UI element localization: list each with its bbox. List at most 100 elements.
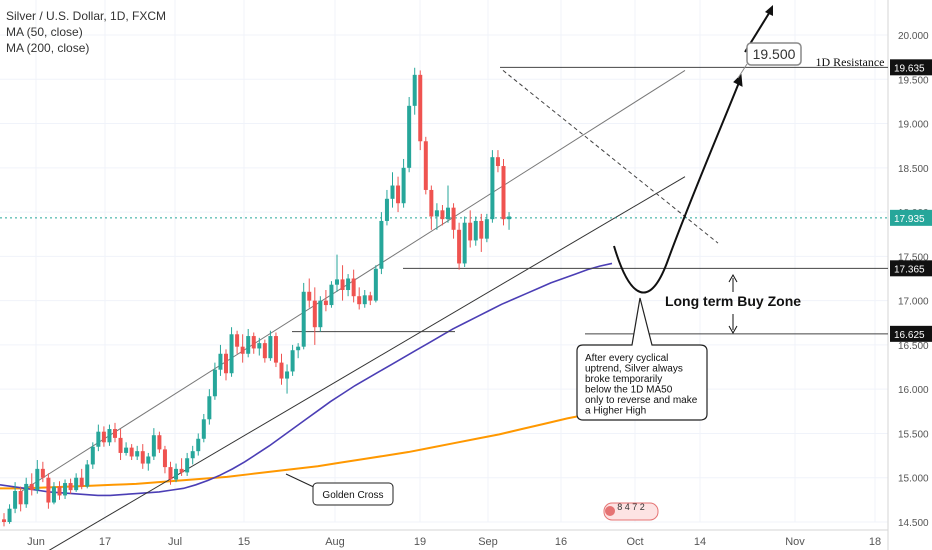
candle-body [63, 483, 68, 496]
golden-cross-box [312, 482, 394, 506]
candle-body [235, 334, 240, 347]
logo-text: 8 4 7 2 [617, 502, 645, 512]
y-tick-label: 16.000 [898, 385, 929, 396]
candle-body [451, 207, 456, 230]
candle-body [495, 157, 500, 167]
candle-body [107, 429, 112, 443]
candle-body [196, 438, 201, 452]
price-tag-label: 17.365 [894, 264, 925, 275]
candle-body [18, 491, 23, 505]
ma200-line [0, 412, 591, 490]
candle-body [479, 220, 484, 239]
candle-body [412, 74, 417, 106]
x-tick-label: Sep [478, 536, 498, 548]
y-tick-label: 17.000 [898, 297, 929, 308]
x-tick-label: 17 [99, 536, 111, 548]
candle-body [340, 279, 345, 291]
candle-body [174, 468, 179, 480]
buy-zone-arrowhead-down [728, 325, 738, 335]
y-tick-label: 14.500 [898, 518, 929, 529]
x-tick-label: Oct [626, 536, 643, 548]
candle-body [279, 362, 284, 379]
candle-body [473, 220, 478, 241]
candle-body [179, 468, 184, 473]
target-box-pointer [737, 63, 748, 79]
chart-legend: Silver / U.S. Dollar, 1D, FXCM MA (50, c… [6, 8, 166, 56]
candle-body [185, 458, 190, 473]
candle-body [2, 519, 6, 522]
candle-body [373, 268, 378, 301]
candle-body [323, 300, 328, 306]
note-text-line: below the 1D MA50 [585, 385, 673, 396]
price-tag [890, 325, 932, 342]
candle-body [423, 141, 428, 190]
candle-body [146, 456, 151, 464]
ma50-line [0, 262, 613, 497]
projection-arrowhead [733, 73, 743, 87]
candle-body [151, 435, 156, 457]
candle-body [68, 483, 73, 491]
projection-curve [613, 79, 741, 294]
resistance-label: 1D Resistance [816, 55, 885, 69]
y-tick-label: 19.500 [898, 75, 929, 86]
candle-body [229, 334, 234, 374]
candle-body [35, 468, 40, 491]
x-tick-label: 16 [555, 536, 567, 548]
dashed-trendline [502, 70, 719, 244]
candle-body [157, 435, 162, 450]
candle-body [312, 300, 317, 328]
candle-body [362, 295, 367, 305]
candle-body [57, 486, 62, 496]
candle-body [468, 222, 473, 241]
note-text-line: a Higher High [585, 406, 646, 417]
candle-body [96, 431, 101, 447]
x-tick-label: 18 [869, 536, 881, 548]
candle-body [257, 343, 262, 349]
candle-body [251, 336, 256, 349]
candle-body [462, 222, 467, 264]
candle-body [296, 346, 301, 351]
candle-body [446, 207, 450, 220]
candle-body [79, 477, 84, 487]
candle-body [368, 295, 373, 301]
candle-body [190, 451, 195, 459]
candle-body [29, 483, 34, 491]
target-box-label: 19.500 [753, 46, 796, 62]
candle-body [301, 291, 306, 347]
logo-badge [603, 502, 659, 521]
candle-body [46, 477, 51, 503]
x-tick-label: 19 [414, 536, 426, 548]
candle-body [390, 185, 395, 199]
candle-body [384, 198, 389, 221]
candle-body [507, 216, 512, 220]
y-tick-label: 17.500 [898, 252, 929, 263]
x-tick-label: Aug [325, 536, 345, 548]
note-text-line: broke temporarily [585, 374, 662, 385]
buy-zone-arrowhead-up [728, 273, 738, 283]
candle-body [162, 449, 167, 468]
y-tick-label: 19.000 [898, 120, 929, 131]
candle-body [135, 451, 140, 457]
note-text-line: uptrend, Silver always [585, 364, 683, 375]
candle-body [224, 353, 228, 374]
candle-body [7, 508, 12, 522]
candle-body [268, 336, 273, 359]
logo-icon [605, 506, 615, 516]
candle-body [329, 284, 334, 306]
candle-body [335, 279, 339, 285]
note-callout [576, 297, 708, 421]
price-tag-label: 16.625 [894, 330, 925, 341]
candle-body [129, 447, 134, 457]
y-tick-label: 15.000 [898, 474, 929, 485]
target-box [746, 42, 802, 66]
candle-body [351, 278, 356, 297]
candle-body [201, 419, 206, 439]
candle-body [218, 353, 223, 370]
candle-body [407, 105, 412, 168]
candle-body [379, 220, 384, 269]
candle-body [318, 300, 323, 328]
candle-body [484, 219, 489, 239]
x-tick-label: 15 [238, 536, 250, 548]
